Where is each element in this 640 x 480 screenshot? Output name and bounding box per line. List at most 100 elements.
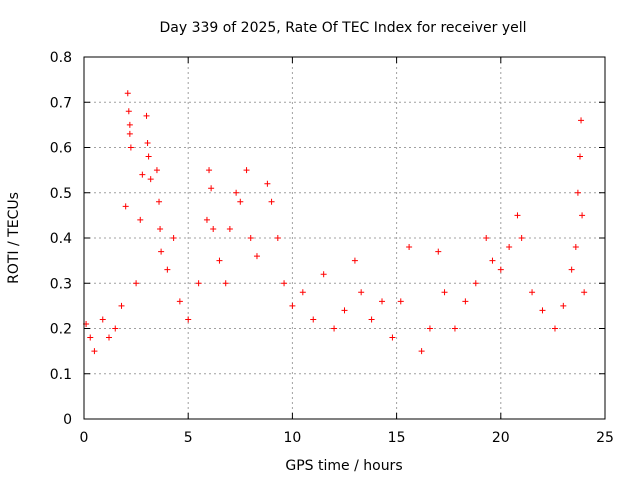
data-point [576, 153, 583, 160]
data-point [125, 108, 132, 115]
data-point [216, 257, 223, 264]
data-point [233, 189, 240, 196]
data-point [208, 185, 215, 192]
data-point [147, 176, 154, 183]
data-point [268, 198, 275, 205]
data-point [341, 307, 348, 314]
data-point [106, 334, 113, 341]
x-tick-label: 20 [492, 430, 510, 446]
data-point [156, 198, 163, 205]
data-point [206, 167, 213, 174]
data-point [274, 235, 281, 241]
data-point [331, 325, 338, 332]
data-point [176, 298, 183, 305]
data-point [222, 280, 229, 287]
data-point [153, 167, 160, 174]
data-point [139, 171, 146, 178]
y-tick-label: 0 [63, 412, 72, 428]
data-point [418, 348, 425, 355]
data-point [210, 225, 217, 232]
data-point [514, 212, 521, 219]
data-point [320, 271, 327, 278]
data-point [489, 257, 496, 264]
y-tick-label: 0.1 [50, 367, 72, 383]
data-point [133, 280, 140, 287]
y-tick-label: 0.3 [50, 276, 72, 292]
data-point [497, 266, 504, 273]
data-point [568, 266, 575, 273]
data-point [145, 153, 152, 160]
data-point [578, 117, 585, 124]
data-point [551, 325, 558, 332]
data-point [203, 216, 210, 223]
data-point [435, 248, 442, 255]
data-point [451, 325, 458, 332]
data-point [127, 144, 134, 151]
data-point [483, 235, 490, 241]
data-point [164, 266, 171, 273]
data-point [112, 325, 119, 332]
data-point [310, 316, 317, 323]
data-point [281, 280, 288, 287]
x-tick-label: 5 [184, 430, 193, 446]
data-point [462, 298, 469, 305]
data-point [87, 334, 94, 341]
data-point [99, 316, 106, 323]
data-point [185, 316, 192, 323]
data-point [253, 253, 260, 260]
data-point [126, 130, 133, 137]
data-point [426, 325, 433, 332]
y-tick-label: 0.4 [50, 231, 72, 247]
data-point [358, 289, 365, 296]
data-point [195, 280, 202, 287]
data-point [124, 90, 131, 97]
data-point [574, 189, 581, 196]
data-point [247, 235, 254, 241]
y-tick-label: 0.7 [50, 95, 72, 111]
chart-title: Day 339 of 2025, Rate Of TEC Index for r… [159, 20, 526, 36]
y-tick-label: 0.5 [50, 186, 72, 202]
data-point [472, 280, 479, 287]
data-point [581, 289, 588, 296]
data-point [158, 248, 165, 255]
data-point [368, 316, 375, 323]
data-point [518, 235, 525, 241]
data-point [539, 307, 546, 314]
data-point [264, 180, 271, 187]
y-tick-label: 0.2 [50, 322, 72, 338]
y-tick-label: 0.6 [50, 141, 72, 157]
x-axis-label: GPS time / hours [285, 458, 402, 474]
data-point [118, 302, 125, 309]
data-point [237, 198, 244, 205]
data-point [289, 302, 296, 309]
x-tick-label: 0 [80, 430, 89, 446]
data-point [351, 257, 358, 264]
x-tick-label: 15 [388, 430, 406, 446]
data-point [157, 225, 164, 232]
data-point [572, 244, 579, 251]
plot-frame [83, 56, 606, 420]
data-point [126, 121, 133, 128]
data-point [243, 167, 250, 174]
data-point [143, 112, 150, 119]
data-point [389, 334, 396, 341]
grid-lines [84, 57, 605, 419]
x-tick-label: 25 [596, 430, 614, 446]
data-point [379, 298, 386, 305]
data-point [529, 289, 536, 296]
x-tick-label: 10 [283, 430, 301, 446]
data-point [441, 289, 448, 296]
data-point [226, 225, 233, 232]
data-point [91, 348, 98, 355]
y-axis-label: ROTI / TECUs [6, 192, 22, 284]
y-tick-label: 0.8 [50, 50, 72, 66]
data-point [170, 235, 177, 241]
data-point [560, 302, 567, 309]
data-point [506, 244, 513, 251]
axis-ticks: 0 5 10 15 20 25 0 0.1 0.2 0.3 0.4 0.5 0.6 0.7 0.8 [50, 50, 614, 446]
data-point [397, 298, 404, 305]
data-points [83, 90, 588, 355]
data-point [406, 244, 413, 251]
data-point [137, 216, 144, 223]
